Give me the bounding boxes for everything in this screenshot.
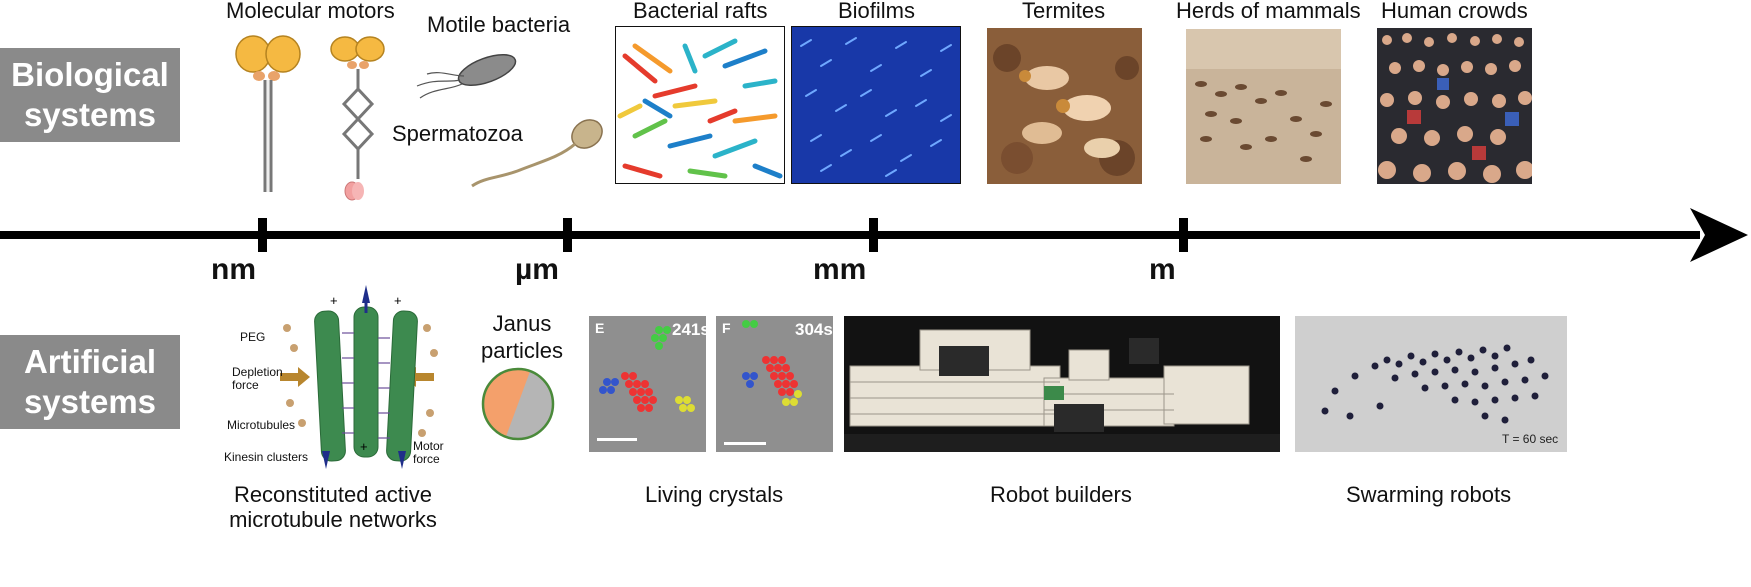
panel-e-time: 241s [672,320,710,339]
svg-text:+: + [360,439,368,454]
janus-caption-line2: particles [481,338,563,363]
panel-f-time: 304s [795,320,833,339]
microtubule-caption-line2: microtubule networks [229,507,437,532]
living-crystals-panel-f [716,316,833,452]
biological-systems-label: Biological systems [0,48,180,142]
janus-particle-illustration [481,367,555,441]
axis-arrowhead [1690,208,1748,262]
janus-caption: Janus particles [478,310,566,364]
janus-caption-line1: Janus [492,311,552,336]
herds-image [1186,29,1341,184]
microtubule-caption-line1: Reconstituted active [233,482,433,507]
mt-label-motor-line1: Motor [413,439,444,453]
living-crystals-caption: Living crystals [645,482,784,507]
mt-label-kinesin: Kinesin clusters [224,450,309,464]
bacterial-rafts-caption: Bacterial rafts [633,0,768,23]
panel-e-letter: E [595,320,605,336]
robot-builders-image [844,316,1280,452]
microtubule-network-illustration: + + + [280,285,438,469]
artificial-systems-label: Artificial systems [0,335,180,429]
crowds-image [1377,28,1532,184]
living-crystals-panel-e [589,316,706,452]
spermatozoa-caption: Spermatozoa [392,121,523,146]
biofilms-caption: Biofilms [838,0,916,23]
biofilms-image [791,26,961,184]
swarming-robots-caption: Swarming robots [1346,482,1512,507]
unit-m: m [1149,253,1176,286]
mt-label-depletion-line2: force [232,378,259,392]
termites-caption: Termites [1022,0,1106,23]
mt-label-motor: Motor force [413,440,444,466]
mt-label-microtubules: Microtubules [227,418,296,432]
crowds-caption: Human crowds [1381,0,1528,23]
tick-mm [869,218,878,252]
tick-m [1179,218,1188,252]
svg-text:+: + [330,293,338,308]
unit-nm: nm [211,253,256,286]
motile-bacteria-illustration [416,54,517,99]
swarm-time-label: T = 60 sec [1502,432,1559,446]
robot-builders-caption: Robot builders [990,482,1132,507]
bacterial-rafts-image [615,26,785,184]
molecular-motors-illustration [235,35,385,201]
mt-label-peg: PEG [240,330,266,344]
motile-bacteria-caption: Motile bacteria [427,12,571,37]
spermatozoa-illustration [471,119,603,188]
unit-mm: mm [813,253,867,286]
tick-nm [258,218,267,252]
tick-um [563,218,572,252]
mt-label-depletion-line1: Depletion [232,365,283,379]
panel-f-letter: F [722,320,731,336]
length-scale-axis [0,208,1748,262]
unit-um: µm [515,253,559,286]
termites-image [987,28,1142,184]
molecular-motors-caption: Molecular motors [226,0,395,23]
mt-label-depletion: Depletion force [232,366,283,392]
swarming-robots-image [1295,316,1567,452]
herds-caption: Herds of mammals [1176,0,1361,23]
microtubule-caption: Reconstituted active microtubule network… [228,482,438,532]
mt-label-motor-line2: force [413,452,440,466]
svg-text:+: + [394,293,402,308]
